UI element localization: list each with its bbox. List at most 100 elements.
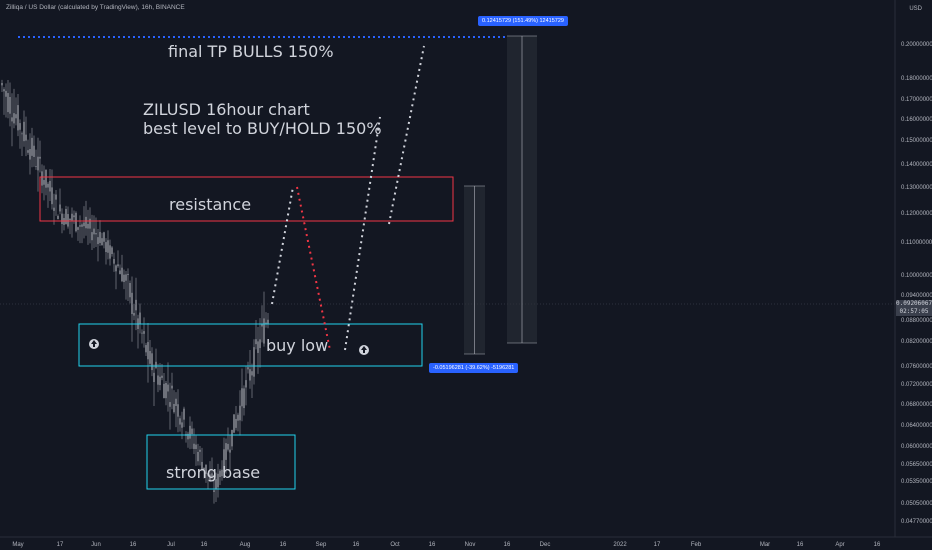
candle-body	[147, 342, 149, 360]
resistance-box[interactable]	[39, 176, 454, 222]
resistance-annotation[interactable]: resistance	[169, 195, 252, 214]
candle-body	[171, 385, 173, 389]
candle-body	[103, 232, 105, 242]
candle-body	[225, 443, 227, 460]
candle-body	[187, 433, 189, 440]
strong-base-box[interactable]	[146, 434, 296, 490]
candle-body	[227, 443, 229, 450]
candle-body	[99, 231, 101, 243]
candle-body	[153, 372, 155, 383]
candle-body	[215, 479, 217, 489]
candle-body	[33, 145, 35, 157]
candle-body	[113, 259, 115, 264]
measure-upper[interactable]	[507, 35, 537, 344]
candle-body	[245, 380, 247, 388]
candle-body	[81, 224, 83, 227]
candle-body	[9, 97, 11, 114]
candle-body	[25, 134, 27, 141]
y-tick-label: 0.09400000	[901, 293, 932, 299]
candle-body	[15, 114, 17, 119]
measure-lower-label[interactable]: -0.05196281 (-39.62%) -5196281	[429, 363, 519, 373]
candle-body	[97, 237, 99, 245]
x-tick-label: Aug	[240, 542, 251, 548]
y-tick-label: 0.07600000	[901, 364, 932, 370]
measure-lower[interactable]	[464, 185, 485, 355]
candle-body	[235, 418, 237, 428]
candle-body	[219, 470, 221, 478]
x-tick-label: Dec	[540, 542, 551, 548]
candle-body	[201, 461, 203, 471]
x-tick-label: 17	[654, 542, 661, 548]
time-axis[interactable]: May 17 Jun 16 Jul 16 Aug 16 Sep 16 Oct 16 Nov 16 Dec 20…	[12, 542, 881, 548]
buy-low-annotation[interactable]: buy low	[266, 336, 329, 355]
projection-path	[271, 45, 425, 351]
candle-body	[249, 369, 251, 381]
candle-body	[107, 240, 109, 253]
candle-body	[43, 180, 45, 185]
candle-body	[145, 345, 147, 353]
candle-body	[265, 322, 267, 324]
candle-body	[91, 232, 93, 241]
candle-body	[61, 213, 63, 225]
candle-body	[193, 443, 195, 449]
strong-base-annotation[interactable]: strong base	[166, 463, 261, 482]
candle-body	[183, 408, 185, 420]
candle-body	[163, 383, 165, 399]
x-tick-label: Apr	[835, 542, 844, 548]
x-tick-label: Sep	[316, 542, 327, 548]
chart-title-annotation[interactable]: ZILUSD 16hour chart	[143, 100, 310, 119]
projection-leg-4	[388, 45, 425, 225]
candle-body	[65, 208, 67, 225]
x-tick-label: 16	[201, 542, 208, 548]
candle-body	[129, 282, 131, 298]
candle-body	[31, 137, 33, 156]
candle-body	[45, 169, 47, 188]
candle-body	[199, 449, 201, 452]
up-arrow-icon	[89, 339, 99, 349]
candle-body	[5, 90, 7, 97]
candle-body	[135, 299, 137, 311]
x-tick-label: 16	[429, 542, 436, 548]
x-tick-label: 2022	[613, 542, 627, 548]
y-tick-label: 0.13000000	[901, 185, 932, 191]
candle-body	[83, 222, 85, 227]
y-tick-label: 0.16000000	[901, 117, 932, 123]
candle-body	[115, 265, 117, 272]
candle-body	[233, 414, 235, 433]
candle-body	[175, 398, 177, 406]
candle-body	[111, 247, 113, 254]
candle-body	[217, 473, 219, 488]
candle-body	[93, 228, 95, 235]
candle-body	[27, 150, 29, 153]
candle-body	[127, 273, 129, 275]
buy-low-box[interactable]	[78, 323, 423, 367]
candle-body	[131, 292, 133, 315]
candle-body	[261, 323, 263, 327]
x-tick-label: Jun	[91, 542, 101, 548]
final-tp-annotation[interactable]: final TP BULLS 150%	[168, 42, 334, 61]
x-tick-label: Feb	[691, 542, 702, 548]
candle-body	[229, 449, 231, 453]
candle-body	[41, 171, 43, 186]
candle-body	[167, 384, 169, 392]
y-tick-label: 0.05650000	[901, 462, 932, 468]
y-tick-label: 0.14000000	[901, 162, 932, 168]
y-tick-label: 0.12000000	[901, 211, 932, 217]
measure-upper-label[interactable]: 0.12415729 (151.49%) 12415729	[478, 16, 568, 26]
price-axis[interactable]: 0.20000000 0.18000000 0.17000000 0.16000000…	[901, 42, 932, 525]
projection-leg-3	[344, 116, 381, 351]
candle-body	[47, 183, 49, 188]
candle-body	[157, 375, 159, 385]
chart-subtitle-annotation[interactable]: best level to BUY/HOLD 150%	[143, 119, 382, 138]
x-tick-label: 16	[874, 542, 881, 548]
candle-body	[17, 105, 19, 131]
candle-body	[195, 444, 197, 450]
candle-body	[243, 388, 245, 409]
y-tick-label: 0.08200000	[901, 339, 932, 345]
candle-body	[39, 156, 41, 159]
candle-body	[21, 133, 23, 135]
candle-body	[197, 451, 199, 462]
candle-body	[139, 312, 141, 325]
candle-body	[169, 402, 171, 407]
